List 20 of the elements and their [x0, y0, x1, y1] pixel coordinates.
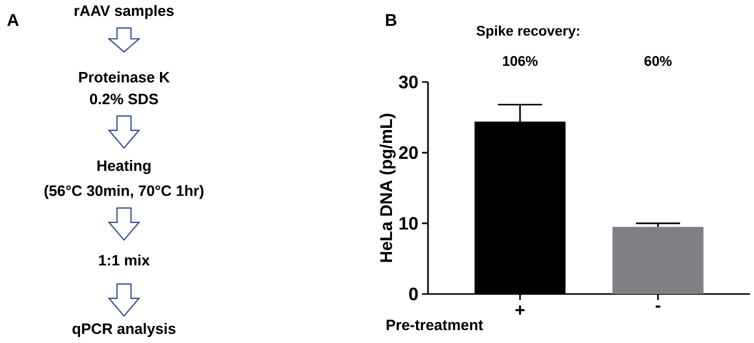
text: 0.2% SDS [90, 94, 158, 104]
text: rAAV samples [74, 5, 174, 19]
text: Heating [98, 160, 150, 174]
y-tick-label: 30 [398, 76, 418, 88]
text: A [7, 14, 19, 26]
text: 1:1 mix [99, 254, 150, 266]
y-tick-label: 0 [409, 288, 418, 300]
text: Spike recovery: [476, 25, 580, 39]
y-tick-label: 10 [400, 216, 418, 230]
text: 106% [503, 56, 538, 66]
chart-title: B [386, 14, 396, 26]
x-tick-label: - [656, 306, 660, 308]
y-tick-label: 20 [399, 146, 418, 160]
text: (56°C 30min, 70°C 1hr) [44, 185, 204, 199]
x-axis-title: Pre-treatment [386, 320, 484, 330]
text: 60% [644, 56, 672, 66]
text: Proteinase K [79, 71, 170, 82]
text: qPCR analysis [72, 323, 176, 337]
y-axis-title: HeLa DNA (pg/mL) [380, 114, 396, 262]
x-tick-label: + [516, 306, 525, 315]
